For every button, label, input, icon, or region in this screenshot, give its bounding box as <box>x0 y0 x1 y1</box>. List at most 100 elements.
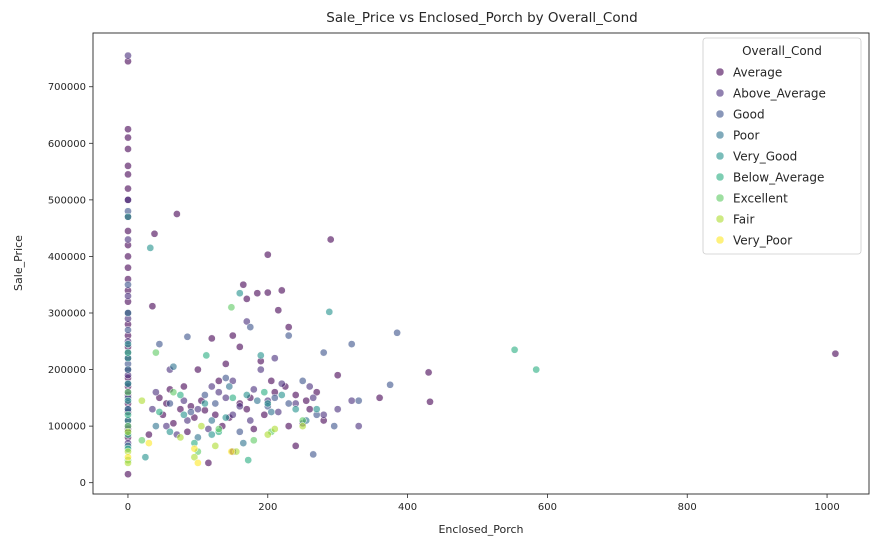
point-average <box>194 365 202 374</box>
point-average <box>201 406 209 415</box>
point-below-average <box>202 351 211 360</box>
point-average <box>263 250 272 259</box>
point-good <box>284 331 293 340</box>
point-average <box>305 405 314 414</box>
legend-marker-below-average <box>715 172 725 182</box>
point-good <box>354 396 363 405</box>
point-above-average <box>274 408 283 416</box>
point-good <box>235 427 244 436</box>
legend-marker-above-average <box>715 88 725 98</box>
x-axis-label: Enclosed_Porch <box>438 523 523 536</box>
point-excellent <box>214 425 223 433</box>
x-tick-label: 0 <box>125 502 131 513</box>
point-very-good <box>312 405 321 414</box>
point-below-average <box>155 408 164 416</box>
point-above-average <box>256 365 265 374</box>
point-very-good <box>207 430 216 439</box>
point-very-good <box>235 289 244 298</box>
point-poor <box>207 416 216 425</box>
point-very-poor <box>194 459 202 467</box>
point-above-average <box>246 416 255 425</box>
point-below-average <box>228 393 237 402</box>
point-fair <box>270 425 279 433</box>
point-very-poor <box>190 444 199 453</box>
point-very-good <box>256 351 265 360</box>
point-above-average <box>319 410 328 419</box>
point-very-good <box>325 308 334 316</box>
point-good <box>183 332 192 341</box>
legend-frame <box>702 37 862 255</box>
legend-label-fair: Fair <box>733 213 754 227</box>
point-average <box>284 422 293 430</box>
legend-label-very-poor: Very_Poor <box>733 234 792 248</box>
point-average <box>263 288 272 297</box>
point-above-average <box>221 393 230 402</box>
point-average <box>124 162 132 170</box>
point-very-good <box>124 212 132 221</box>
point-very-good <box>277 391 286 399</box>
point-average <box>426 397 434 406</box>
y-tick-label: 200000 <box>48 365 86 376</box>
points-layer <box>124 51 840 479</box>
y-tick-label: 500000 <box>48 195 86 206</box>
point-above-average <box>242 317 251 326</box>
point-average <box>176 405 185 414</box>
point-above-average <box>277 379 286 388</box>
point-very-good <box>124 379 132 388</box>
point-poor <box>253 396 262 405</box>
point-average <box>312 388 321 397</box>
x-tick-label: 800 <box>678 502 697 513</box>
point-excellent <box>227 303 236 312</box>
point-below-average <box>124 348 132 357</box>
point-average <box>183 427 192 436</box>
point-average <box>239 280 248 289</box>
point-average <box>150 229 159 238</box>
point-above-average <box>235 402 244 411</box>
point-average <box>277 286 286 295</box>
point-good <box>201 391 209 399</box>
point-above-average <box>333 405 342 414</box>
x-tick-label: 200 <box>258 502 277 513</box>
point-fair <box>298 422 307 430</box>
point-below-average <box>510 345 519 354</box>
legend: Overall_Cond Average Above_Average Good Poo… <box>702 37 862 255</box>
point-good <box>330 422 339 430</box>
point-good <box>187 408 195 416</box>
point-average <box>242 405 251 414</box>
point-good <box>246 323 255 331</box>
point-below-average <box>532 365 541 374</box>
point-below-average <box>176 391 185 399</box>
legend-marker-average <box>715 67 725 77</box>
point-excellent <box>249 436 258 445</box>
point-average <box>221 360 230 368</box>
legend-marker-very-poor <box>715 235 725 245</box>
y-tick-label: 0 <box>80 478 86 489</box>
point-very-good <box>124 396 132 405</box>
point-average <box>375 393 384 402</box>
point-good <box>298 377 307 385</box>
point-poor <box>239 439 248 447</box>
legend-label-good: Good <box>733 108 765 122</box>
legend-marker-fair <box>715 214 725 224</box>
y-tick-label: 100000 <box>48 422 86 433</box>
point-excellent <box>124 388 132 397</box>
point-very-good <box>124 340 132 348</box>
point-fair <box>124 427 132 436</box>
point-good <box>393 328 401 337</box>
point-average <box>291 442 300 450</box>
point-below-average <box>244 456 253 464</box>
point-average <box>831 349 840 358</box>
point-above-average <box>207 382 216 391</box>
point-average <box>424 368 433 377</box>
point-fair <box>190 453 199 462</box>
legend-label-excellent: Excellent <box>733 192 788 206</box>
point-above-average <box>148 405 157 414</box>
legend-items: Average Above_Average Good Poor Very_Good Bel… <box>715 66 826 248</box>
point-poor <box>169 362 178 371</box>
point-very-good <box>166 427 174 436</box>
point-above-average <box>180 396 188 405</box>
point-fair <box>138 396 146 405</box>
chart-title: Sale_Price vs Enclosed_Porch by Overall_… <box>326 10 637 26</box>
x-axis: 0 200 400 600 800 1000 <box>125 494 840 513</box>
